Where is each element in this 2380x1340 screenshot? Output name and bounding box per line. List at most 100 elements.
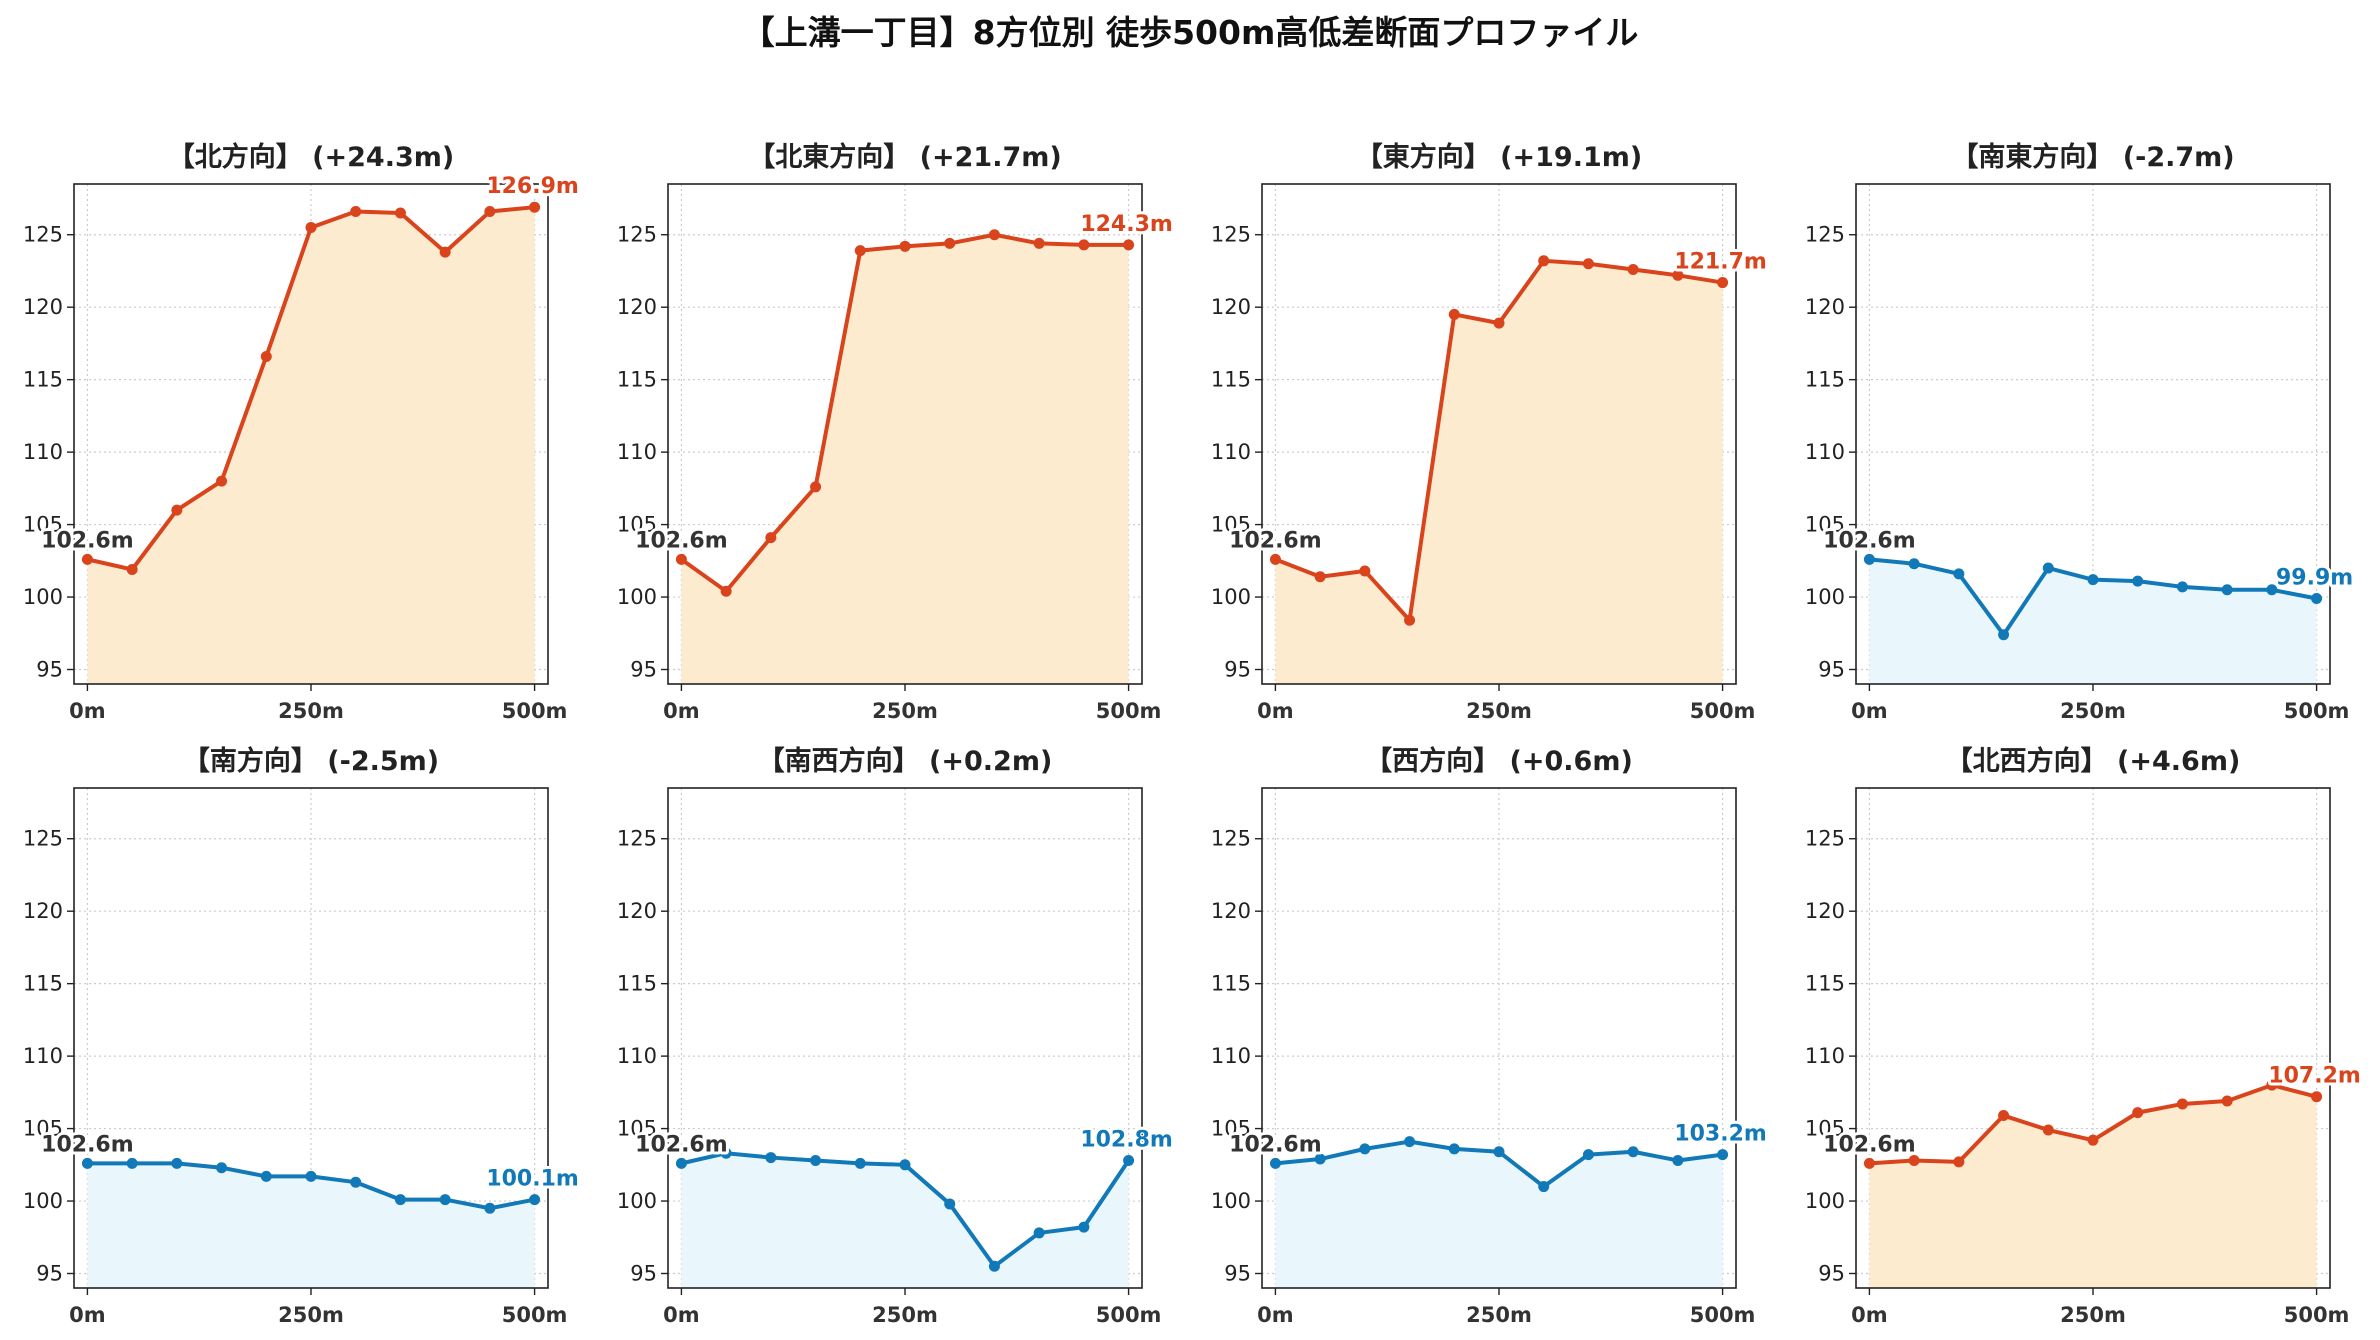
x-tick-label: 0m (1851, 1303, 1888, 1327)
y-tick-label: 95 (1818, 1262, 1845, 1286)
x-tick-label: 0m (1257, 1303, 1294, 1327)
data-point (350, 206, 362, 218)
y-tick-label: 100 (1211, 585, 1251, 609)
x-tick-label: 0m (69, 1303, 106, 1327)
data-point (854, 1157, 866, 1169)
y-tick-label: 110 (1211, 440, 1251, 464)
y-tick-label: 120 (1805, 295, 1845, 319)
x-tick-label: 0m (663, 1303, 700, 1327)
data-point (2176, 581, 2188, 593)
y-tick-label: 110 (1211, 1044, 1251, 1068)
x-tick-label: 250m (2060, 1303, 2126, 1327)
data-point (484, 1202, 496, 1214)
y-tick-label: 110 (23, 440, 63, 464)
data-point (81, 553, 93, 565)
y-tick-label: 110 (617, 440, 657, 464)
data-point (899, 1159, 911, 1171)
panel-title: 【北西方向】 (+4.6m) (1946, 745, 2241, 777)
data-point (899, 240, 911, 252)
data-point (1717, 1149, 1729, 1161)
x-tick-label: 500m (1096, 699, 1162, 723)
data-point (720, 1147, 732, 1159)
y-tick-label: 125 (1211, 827, 1251, 851)
data-point (1078, 239, 1090, 251)
data-point (1123, 239, 1135, 251)
end-label: 103.2m (1674, 1122, 1767, 1147)
data-point (2042, 1124, 2054, 1136)
y-tick-label: 100 (23, 585, 63, 609)
y-tick-label: 100 (1211, 1189, 1251, 1213)
data-point (126, 1157, 138, 1169)
y-tick-label: 100 (1805, 1189, 1845, 1213)
x-tick-label: 0m (69, 699, 106, 723)
data-point (765, 1152, 777, 1164)
data-point (171, 1157, 183, 1169)
y-tick-label: 105 (1211, 1117, 1251, 1141)
panel-5: 【南西方向】 (+0.2m) 95 100 105 110 115 120 125 0m 250m… (617, 745, 1176, 1327)
y-tick-label: 120 (23, 295, 63, 319)
data-point (1998, 629, 2010, 641)
y-tick-label: 105 (1805, 513, 1845, 537)
y-tick-label: 95 (36, 658, 63, 682)
data-point (1582, 1149, 1594, 1161)
data-point (1404, 614, 1416, 626)
data-point (2266, 584, 2278, 596)
end-label: 121.7m (1674, 250, 1767, 275)
data-point (1033, 237, 1045, 249)
panel-4: 【南方向】 (-2.5m) 95 100 105 110 115 120 125 0m 250m 5… (23, 745, 582, 1327)
panel-title: 【東方向】 (+19.1m) (1356, 141, 1642, 173)
data-point (1908, 1154, 1920, 1166)
panel-6: 【西方向】 (+0.6m) 95 100 105 110 115 120 125 0m 250m 5… (1211, 745, 1770, 1327)
start-label: 102.6m (41, 528, 134, 553)
start-label: 102.6m (1229, 528, 1322, 553)
y-tick-label: 125 (1805, 827, 1845, 851)
data-point (1123, 1154, 1135, 1166)
y-tick-label: 125 (617, 827, 657, 851)
y-tick-label: 115 (617, 368, 657, 392)
figure-title: 【上溝一丁目】8方位別 徒歩500m高低差断面プロファイル (742, 13, 1639, 52)
data-point (675, 553, 687, 565)
y-tick-label: 120 (1211, 295, 1251, 319)
end-label: 99.9m (2276, 565, 2353, 590)
data-point (529, 201, 541, 213)
data-point (1269, 1157, 1281, 1169)
panel-title: 【南方向】 (-2.5m) (183, 745, 439, 777)
y-tick-label: 100 (1805, 585, 1845, 609)
panel-title: 【南東方向】 (-2.7m) (1951, 141, 2234, 173)
data-point (305, 221, 317, 233)
data-point (350, 1176, 362, 1188)
panel-7: 【北西方向】 (+4.6m) 95 100 105 110 115 120 125 0m 250m… (1805, 745, 2364, 1327)
panel-0: 【北方向】 (+24.3m) 95 100 105 110 115 120 125 0m 250m… (23, 141, 582, 723)
data-point (1538, 1181, 1550, 1193)
y-tick-label: 120 (1805, 899, 1845, 923)
end-label: 100.1m (486, 1167, 579, 1192)
y-tick-label: 105 (617, 513, 657, 537)
x-tick-label: 250m (872, 1303, 938, 1327)
data-point (1404, 1136, 1416, 1148)
y-tick-label: 125 (1211, 223, 1251, 247)
area-fill (87, 207, 535, 684)
x-tick-label: 250m (1466, 699, 1532, 723)
data-point (1538, 255, 1550, 267)
y-tick-label: 110 (617, 1044, 657, 1068)
data-point (2221, 1095, 2233, 1107)
area-fill (1275, 1141, 1723, 1288)
data-point (1314, 1153, 1326, 1165)
y-tick-label: 100 (23, 1189, 63, 1213)
x-tick-label: 500m (1096, 1303, 1162, 1327)
data-point (1627, 264, 1639, 276)
data-point (2221, 584, 2233, 596)
data-point (1448, 308, 1460, 320)
y-tick-label: 125 (23, 827, 63, 851)
y-tick-label: 95 (630, 1262, 657, 1286)
x-tick-label: 500m (1690, 699, 1756, 723)
y-tick-label: 100 (617, 585, 657, 609)
x-tick-label: 250m (278, 699, 344, 723)
y-tick-label: 110 (1805, 1044, 1845, 1068)
area-fill (1869, 1085, 2317, 1288)
y-tick-label: 115 (1805, 972, 1845, 996)
panel-2: 【東方向】 (+19.1m) 95 100 105 110 115 120 125 0m 250m… (1211, 141, 1770, 723)
data-point (171, 504, 183, 516)
y-tick-label: 95 (1818, 658, 1845, 682)
data-point (305, 1170, 317, 1182)
